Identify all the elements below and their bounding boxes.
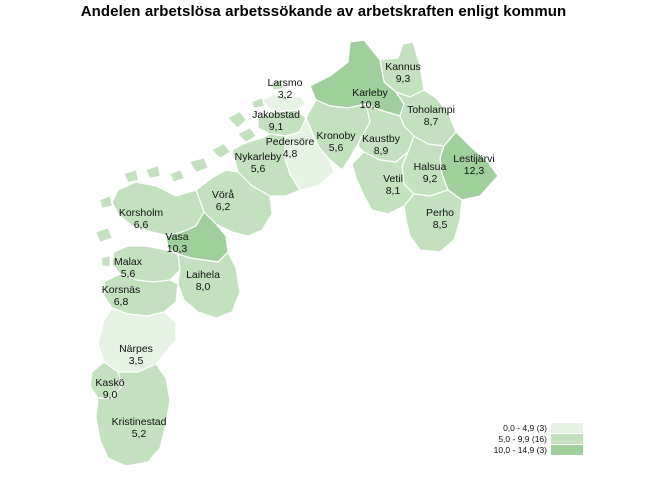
municipality-value-label: 8,0: [196, 281, 211, 293]
municipality-value-label: 6,8: [114, 296, 129, 308]
municipality-value-label: 3,2: [278, 89, 293, 101]
municipality-value-label: 10,8: [360, 99, 381, 111]
municipality-name-label: Kristinestad: [112, 416, 167, 428]
municipality-name-label: Perho: [426, 207, 454, 219]
legend-swatch: [551, 445, 583, 455]
municipality-name-label: Jakobstad: [252, 109, 300, 121]
municipality-value-label: 5,2: [132, 428, 147, 440]
municipality-name-label: Kronoby: [316, 130, 356, 142]
legend-label: 5,0 - 9,9 (16): [498, 434, 547, 444]
municipality-name-label: Kaskö: [95, 377, 124, 389]
municipality-name-label: Närpes: [119, 343, 153, 355]
municipality-name-label: Kaustby: [362, 133, 401, 145]
municipality-value-label: 4,8: [283, 148, 298, 160]
municipality-name-label: Karleby: [352, 87, 388, 99]
municipality-name-label: Halsua: [414, 161, 447, 173]
municipality-name-label: Vasa: [165, 231, 188, 243]
municipality-name-label: Lestijärvi: [453, 153, 494, 165]
municipality-value-label: 9,2: [423, 173, 438, 185]
municipality-name-label: Toholampi: [407, 104, 455, 116]
municipality-value-label: 9,3: [396, 73, 411, 85]
municipality-value-label: 6,6: [134, 219, 149, 231]
municipality-name-label: Nykarleby: [235, 151, 282, 163]
legend-swatch: [551, 423, 583, 433]
municipality-name-label: Malax: [114, 256, 143, 268]
municipality-value-label: 8,5: [433, 219, 448, 231]
region-laihela[interactable]: [177, 251, 241, 319]
municipality-value-label: 9,0: [103, 389, 118, 401]
municipality-value-label: 9,1: [269, 121, 284, 133]
municipality-name-label: Korsnäs: [102, 284, 141, 296]
municipality-value-label: 3,5: [129, 355, 144, 367]
municipality-value-label: 8,1: [386, 185, 401, 197]
region-kristinestad[interactable]: [95, 363, 171, 467]
legend-swatch: [551, 434, 583, 444]
municipality-name-label: Larsmo: [267, 77, 302, 89]
municipality-name-label: Kannus: [385, 61, 421, 73]
region-malax[interactable]: [111, 245, 181, 283]
region-larsmo[interactable]: [261, 93, 307, 113]
municipality-value-label: 8,9: [374, 145, 389, 157]
map-legend: 0,0 - 4,9 (3)5,0 - 9,9 (16)10,0 - 14,9 (…: [494, 423, 583, 455]
map-title: Andelen arbetslösa arbetssökande av arbe…: [80, 3, 567, 20]
municipality-name-label: Pedersöre: [266, 136, 315, 148]
municipality-name-label: Vörå: [212, 189, 234, 201]
municipality-value-label: 6,2: [216, 201, 231, 213]
archipelago-islands: [95, 79, 285, 267]
municipality-value-label: 5,6: [251, 163, 266, 175]
municipality-name-label: Laihela: [186, 269, 220, 281]
municipality-name-label: Vetil: [383, 173, 403, 185]
municipality-value-label: 12,3: [464, 165, 485, 177]
legend-label: 0,0 - 4,9 (3): [503, 423, 547, 433]
municipality-value-label: 10,3: [167, 243, 188, 255]
legend-label: 10,0 - 14,9 (3): [494, 445, 548, 455]
region-perho[interactable]: [403, 189, 463, 253]
municipality-value-label: 5,6: [329, 142, 344, 154]
municipality-value-label: 8,7: [424, 116, 439, 128]
municipality-value-label: 5,6: [121, 268, 136, 280]
municipality-name-label: Korsholm: [119, 207, 164, 219]
